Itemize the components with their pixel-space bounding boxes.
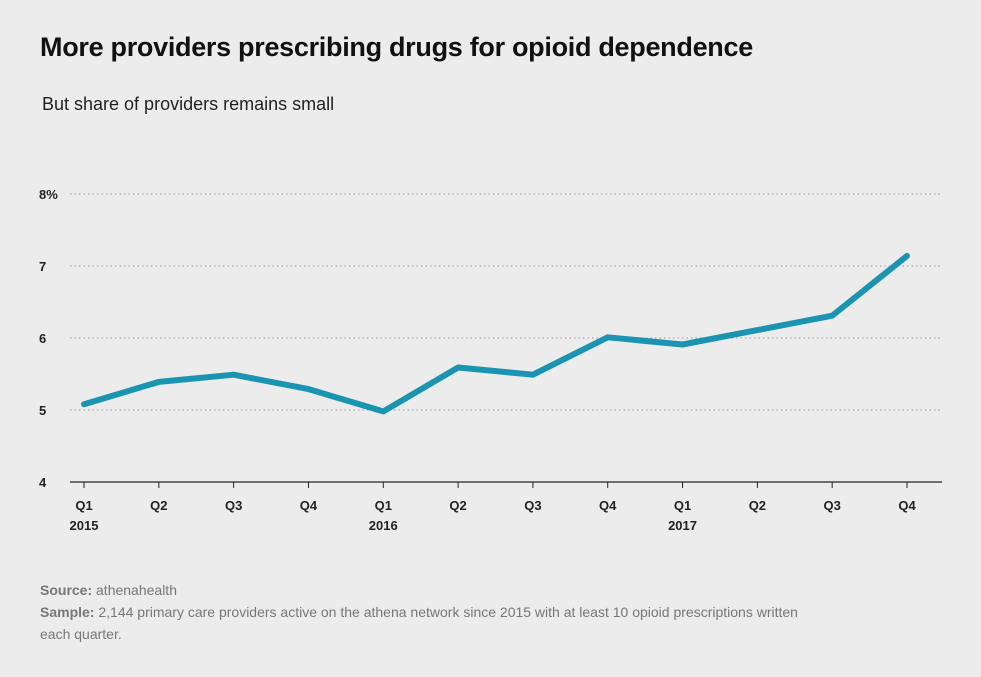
x-tick-label: Q3 [225, 498, 242, 513]
x-tick-label: Q1 [375, 498, 392, 513]
y-tick-label: 7 [39, 259, 46, 274]
sample-text: 2,144 primary care providers active on t… [40, 604, 798, 642]
x-tick-label: Q1 [674, 498, 691, 513]
y-tick-label: 4 [39, 475, 47, 490]
series-line [81, 252, 910, 415]
source-text: athenahealth [96, 582, 177, 598]
x-tick-label: Q2 [449, 498, 466, 513]
sample-label: Sample: [40, 604, 95, 620]
sample-note: Sample: 2,144 primary care providers act… [40, 601, 800, 645]
y-tick-label: 8% [39, 187, 58, 202]
chart-footer: Source: athenahealth Sample: 2,144 prima… [40, 579, 800, 645]
x-tick-label: Q4 [300, 498, 318, 513]
x-tick-label: Q2 [749, 498, 766, 513]
chart-subtitle: But share of providers remains small [42, 94, 335, 114]
x-tick-label: Q1 [75, 498, 92, 513]
chart-title: More providers prescribing drugs for opi… [40, 32, 753, 62]
x-tick-label: Q3 [824, 498, 841, 513]
x-year-label: 2015 [70, 518, 99, 533]
x-tick-label: Q3 [524, 498, 541, 513]
x-year-label: 2016 [369, 518, 398, 533]
y-tick-label: 5 [39, 403, 46, 418]
gridlines [70, 193, 942, 411]
x-tick-label: Q4 [898, 498, 916, 513]
source-note: Source: athenahealth [40, 579, 800, 601]
y-tick-label: 6 [39, 331, 46, 346]
source-label: Source: [40, 582, 93, 598]
x-axis-ticks: Q1 2015 Q2 Q3 Q4 Q1 2016 Q2 Q3 Q4 Q1 2017 Q2 Q3 Q4 [70, 482, 916, 533]
series-layer [81, 252, 910, 415]
x-tick-label: Q4 [599, 498, 617, 513]
y-axis-ticks: 4 5 6 7 8% [39, 187, 58, 490]
x-tick-label: Q2 [150, 498, 167, 513]
x-year-label: 2017 [668, 518, 697, 533]
